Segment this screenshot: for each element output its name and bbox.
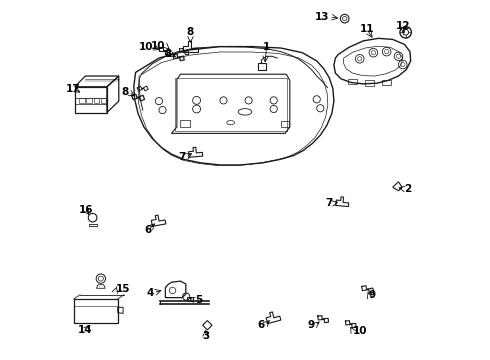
- Text: 5: 5: [195, 295, 202, 305]
- Text: 6: 6: [257, 320, 265, 330]
- Bar: [382, 80, 391, 85]
- Text: 8: 8: [121, 87, 128, 97]
- Bar: [348, 78, 357, 84]
- Text: 14: 14: [78, 325, 93, 335]
- Text: 2: 2: [405, 184, 412, 194]
- Text: 13: 13: [315, 12, 329, 22]
- Bar: [87, 98, 92, 103]
- Bar: [94, 98, 99, 103]
- Text: 7: 7: [178, 152, 186, 162]
- Text: 6: 6: [145, 225, 152, 235]
- Text: 7: 7: [325, 198, 333, 208]
- Text: 1: 1: [263, 42, 270, 52]
- Bar: [101, 98, 106, 103]
- Text: 10: 10: [151, 41, 166, 50]
- Text: 9: 9: [308, 320, 315, 330]
- Bar: [79, 98, 85, 103]
- Bar: [180, 121, 191, 127]
- Bar: [281, 121, 290, 127]
- Text: 3: 3: [202, 331, 209, 341]
- Text: 10: 10: [139, 42, 153, 52]
- Text: 12: 12: [395, 21, 410, 31]
- Bar: [366, 80, 374, 86]
- Text: 9: 9: [368, 290, 376, 300]
- Text: 15: 15: [116, 284, 130, 294]
- Text: 8: 8: [187, 27, 194, 37]
- Text: 10: 10: [353, 325, 367, 336]
- Text: 8: 8: [164, 49, 171, 59]
- Text: 4: 4: [146, 288, 153, 298]
- Text: 17: 17: [66, 84, 81, 94]
- Text: 16: 16: [79, 206, 94, 216]
- Text: 11: 11: [360, 24, 374, 35]
